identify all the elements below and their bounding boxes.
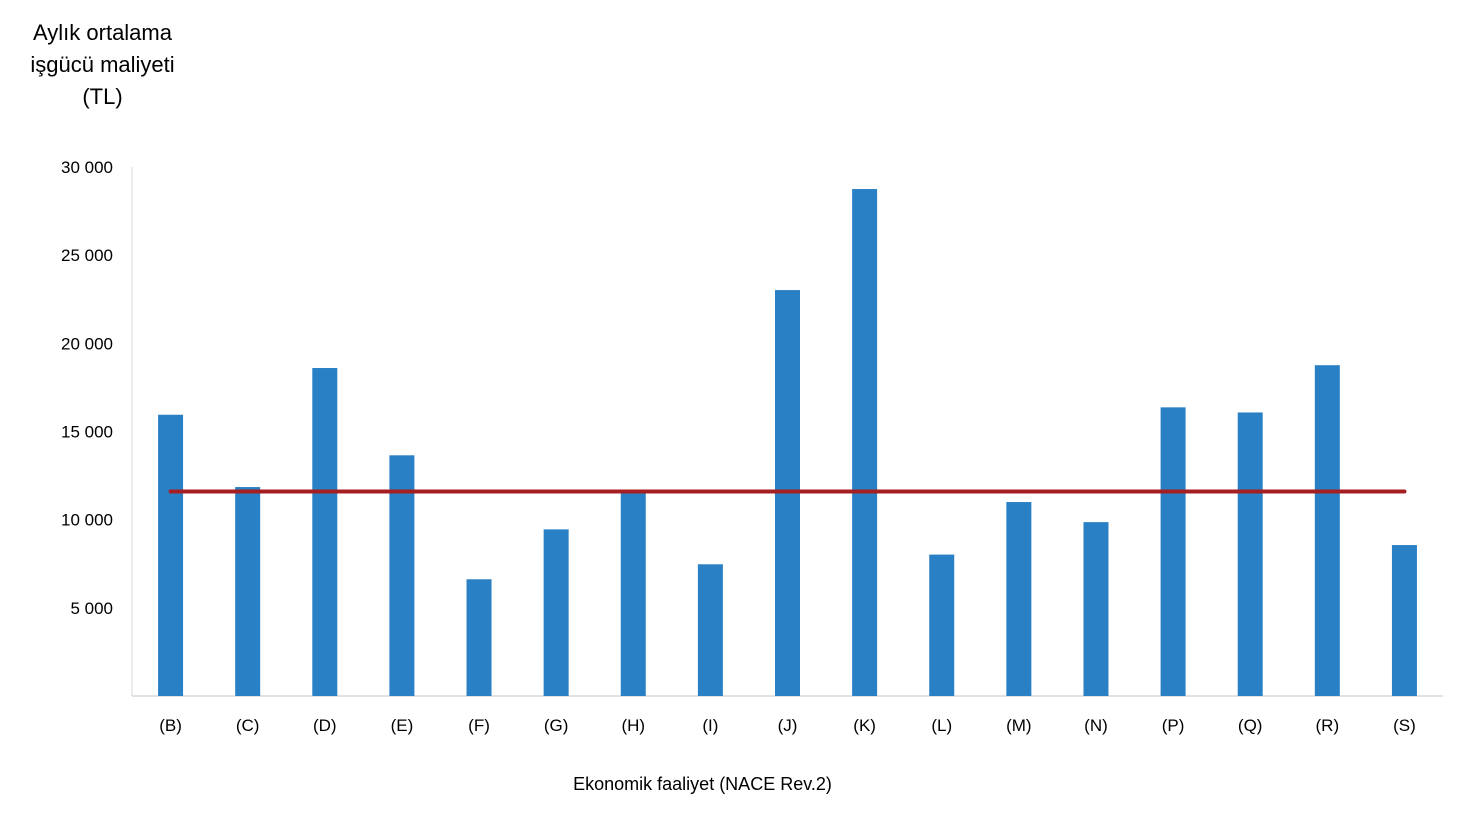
x-tick-label: (I) <box>702 716 718 735</box>
bar-k <box>852 189 878 696</box>
bar-p <box>1160 407 1186 696</box>
y-tick-label: 15 000 <box>61 423 113 442</box>
bar-n <box>1083 522 1109 696</box>
x-tick-label: (L) <box>931 716 952 735</box>
bar-e <box>389 455 415 696</box>
bar-c <box>235 487 261 696</box>
y-axis-label-line-1: Aylık ortalama <box>33 20 172 45</box>
x-tick-label: (G) <box>544 716 569 735</box>
y-tick-label: 10 000 <box>61 511 113 530</box>
x-tick-label: (M) <box>1006 716 1031 735</box>
bar-l <box>929 554 955 696</box>
x-tick-label: (K) <box>853 716 876 735</box>
bar-i <box>697 564 723 696</box>
bar-b <box>158 414 184 696</box>
bar-d <box>312 368 338 696</box>
x-tick-label: (J) <box>778 716 798 735</box>
x-tick-label: (F) <box>468 716 490 735</box>
x-tick-label: (R) <box>1316 716 1340 735</box>
x-tick-label: (H) <box>621 716 645 735</box>
x-tick-label: (D) <box>313 716 337 735</box>
x-tick-label: (Q) <box>1238 716 1263 735</box>
x-tick-label: (E) <box>391 716 414 735</box>
x-tick-label: (C) <box>236 716 260 735</box>
bar-q <box>1237 412 1263 696</box>
bar-f <box>466 579 492 696</box>
bar-s <box>1391 545 1417 696</box>
x-axis-label: Ekonomik faaliyet (NACE Rev.2) <box>573 774 832 794</box>
y-tick-label: 20 000 <box>61 334 113 353</box>
bar-h <box>620 491 646 696</box>
y-tick-label: 25 000 <box>61 246 113 265</box>
y-tick-label: 30 000 <box>61 158 113 177</box>
bar-g <box>543 529 569 696</box>
x-tick-label: (N) <box>1084 716 1108 735</box>
x-tick-label: (S) <box>1393 716 1416 735</box>
bar-r <box>1314 365 1340 696</box>
y-axis-label-line-2: işgücü maliyeti <box>30 52 175 77</box>
y-axis-label-line-3: (TL) <box>82 84 123 109</box>
x-tick-label: (P) <box>1162 716 1185 735</box>
x-tick-label: (B) <box>159 716 182 735</box>
y-tick-label: 5 000 <box>70 599 113 618</box>
bar-m <box>1006 502 1032 696</box>
